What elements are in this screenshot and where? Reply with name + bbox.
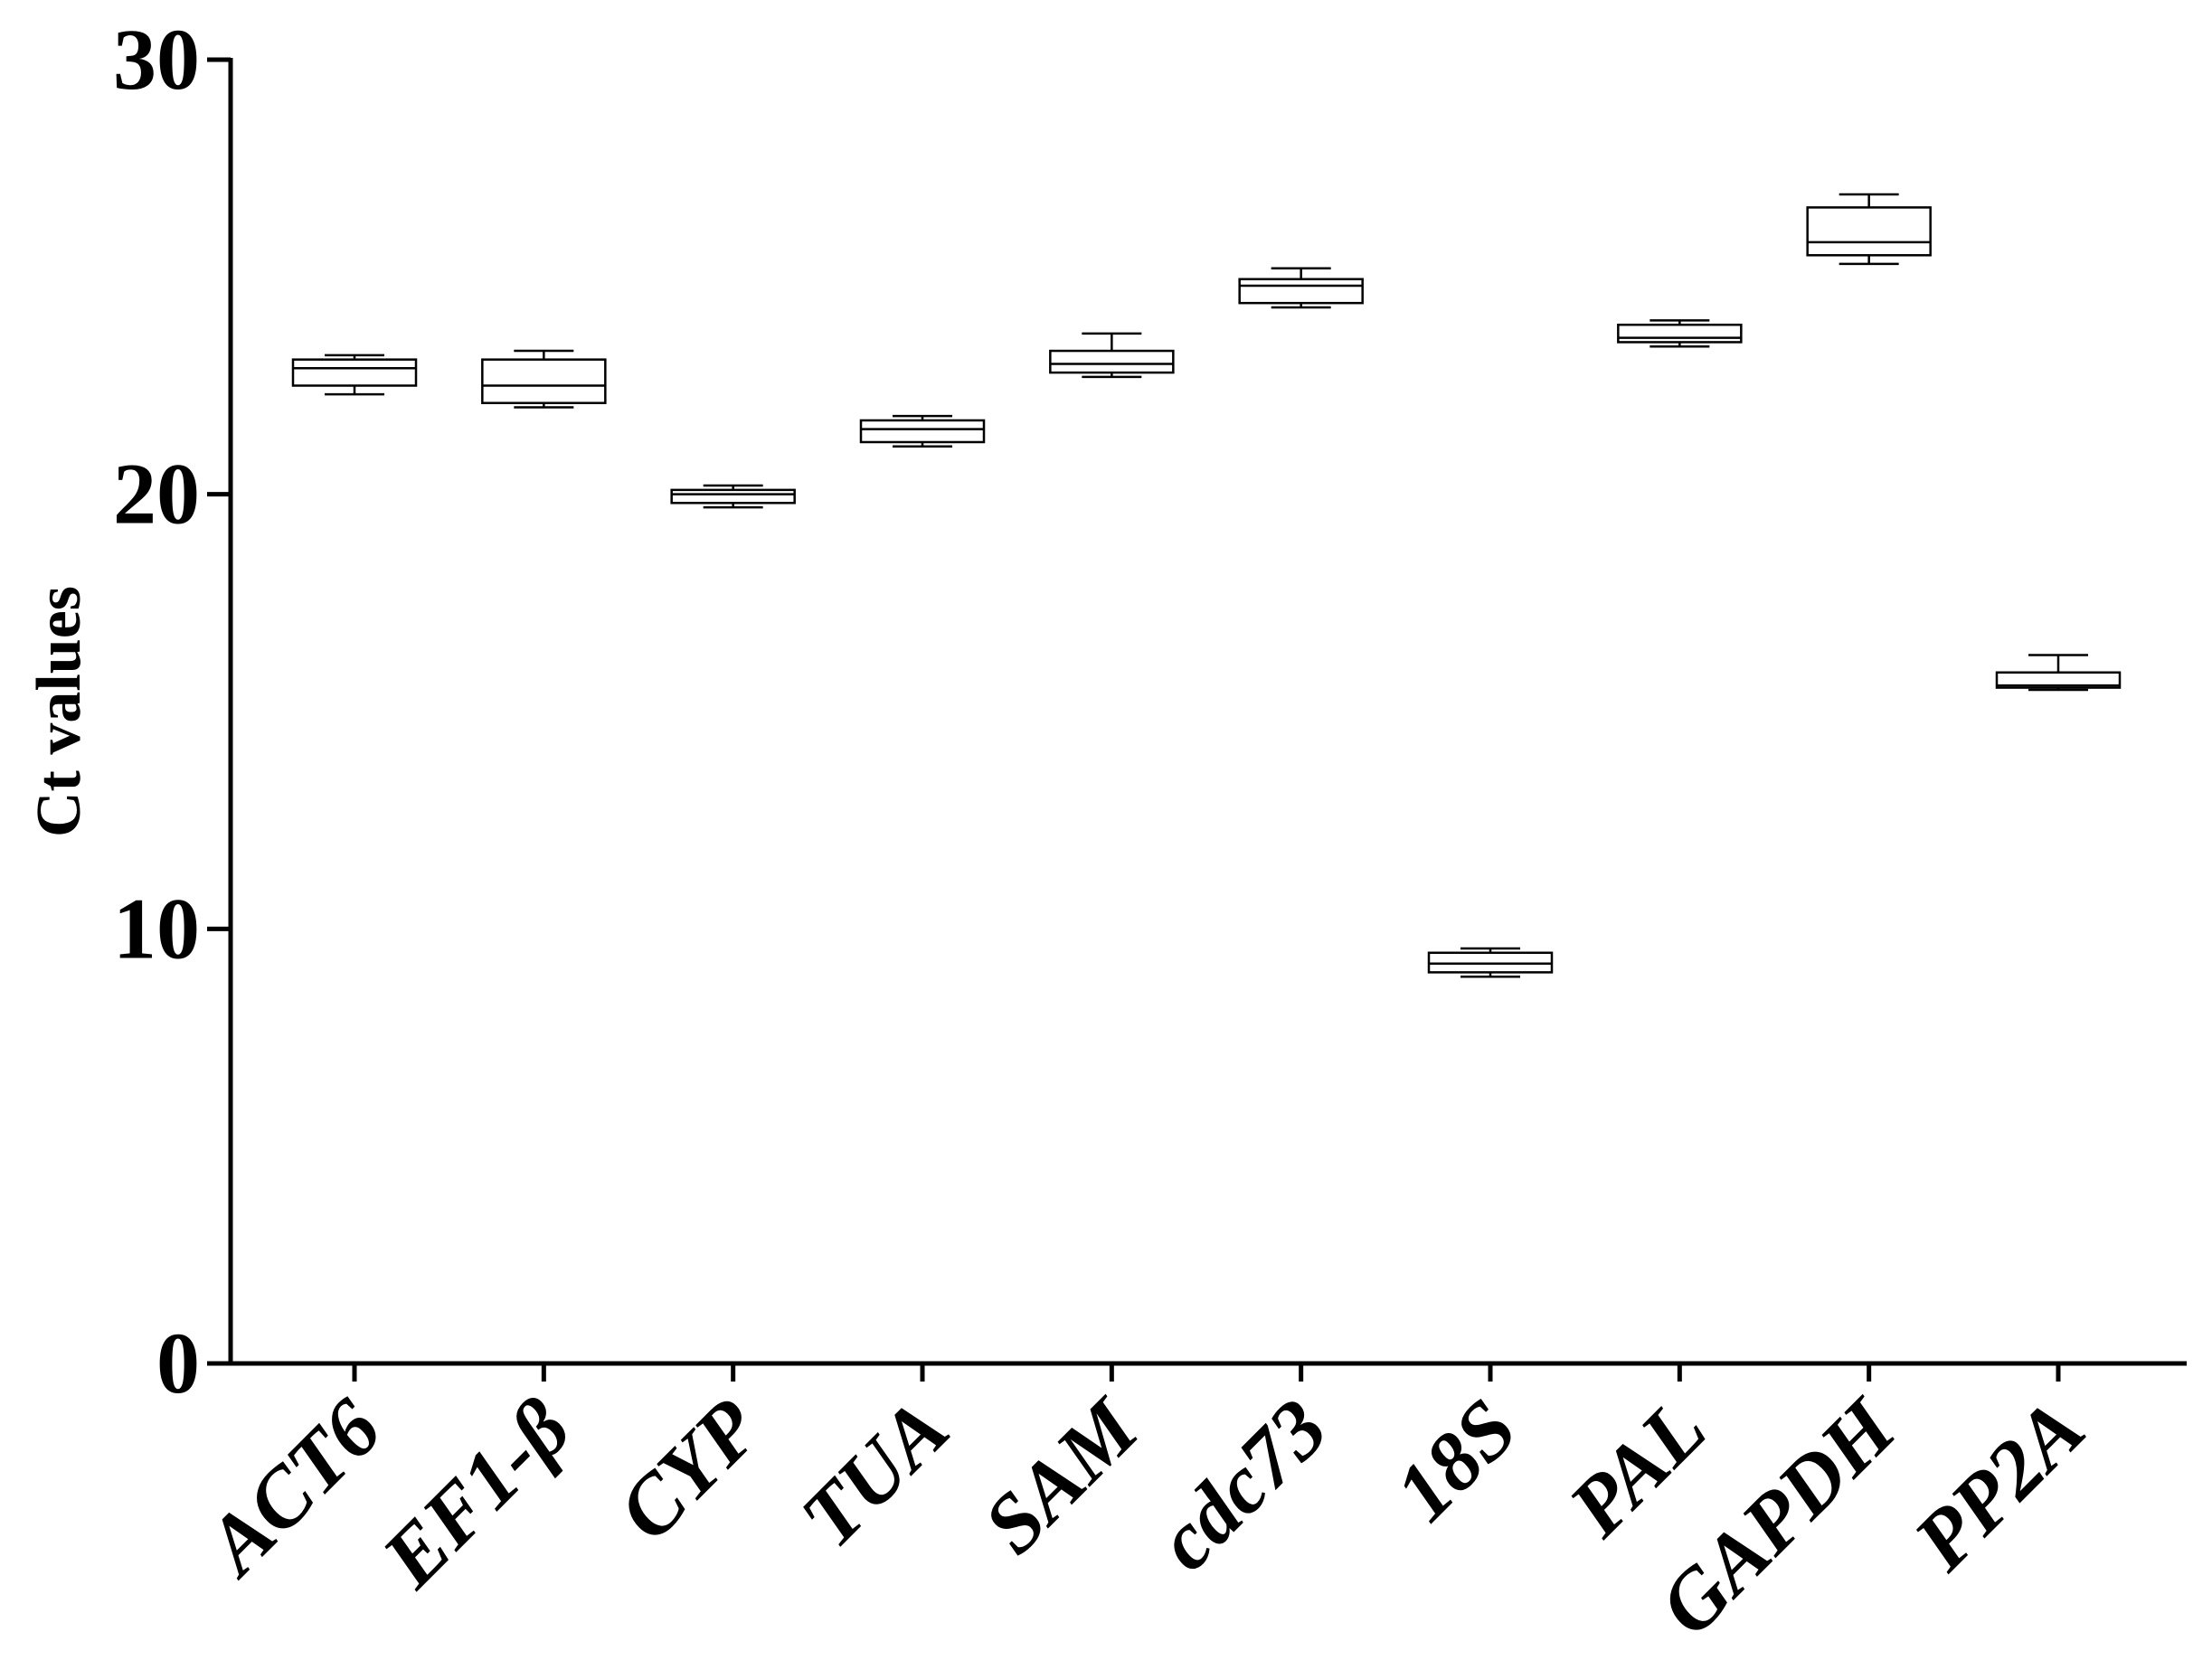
- interquartile-box: [1995, 671, 2122, 689]
- x-tick-label: 18S: [1377, 1382, 1534, 1538]
- x-tick-label: PP2A: [1895, 1382, 2102, 1588]
- x-tick-label: SAM: [966, 1380, 1158, 1571]
- y-tick-label: 30: [113, 11, 200, 108]
- box-4: [1049, 332, 1175, 379]
- x-tick-label: cdc73: [1139, 1382, 1344, 1587]
- y-tick-label: 10: [113, 880, 200, 976]
- box-1: [481, 349, 607, 409]
- box-9: [1995, 654, 2122, 692]
- box-7: [1617, 319, 1743, 348]
- y-axis-label: Ct values: [24, 586, 94, 837]
- y-tick-label: 0: [156, 1315, 200, 1411]
- y-axis-ticks: 0 10 20 30: [113, 11, 231, 1411]
- interquartile-box: [291, 358, 418, 387]
- interquartile-box: [1049, 349, 1175, 374]
- x-tick-label: EF1-β: [364, 1382, 587, 1605]
- interquartile-box: [1617, 323, 1743, 344]
- x-tick-label: ACT6: [185, 1382, 398, 1594]
- box-0: [291, 354, 418, 396]
- box-3: [859, 414, 986, 448]
- x-tick-label: CYP: [600, 1381, 778, 1558]
- y-tick-label: 20: [113, 446, 200, 542]
- x-tick-label: PAL: [1551, 1382, 1724, 1554]
- interquartile-box: [859, 419, 986, 444]
- box-6: [1427, 947, 1554, 978]
- box-8: [1806, 193, 1932, 266]
- x-tick-label: TUA: [783, 1382, 966, 1564]
- interquartile-box: [670, 488, 796, 505]
- box-5: [1238, 267, 1364, 309]
- interquartile-box: [481, 358, 607, 404]
- box-series: [291, 193, 2122, 978]
- box-2: [670, 484, 796, 509]
- interquartile-box: [1806, 206, 1932, 257]
- interquartile-box: [1238, 278, 1364, 305]
